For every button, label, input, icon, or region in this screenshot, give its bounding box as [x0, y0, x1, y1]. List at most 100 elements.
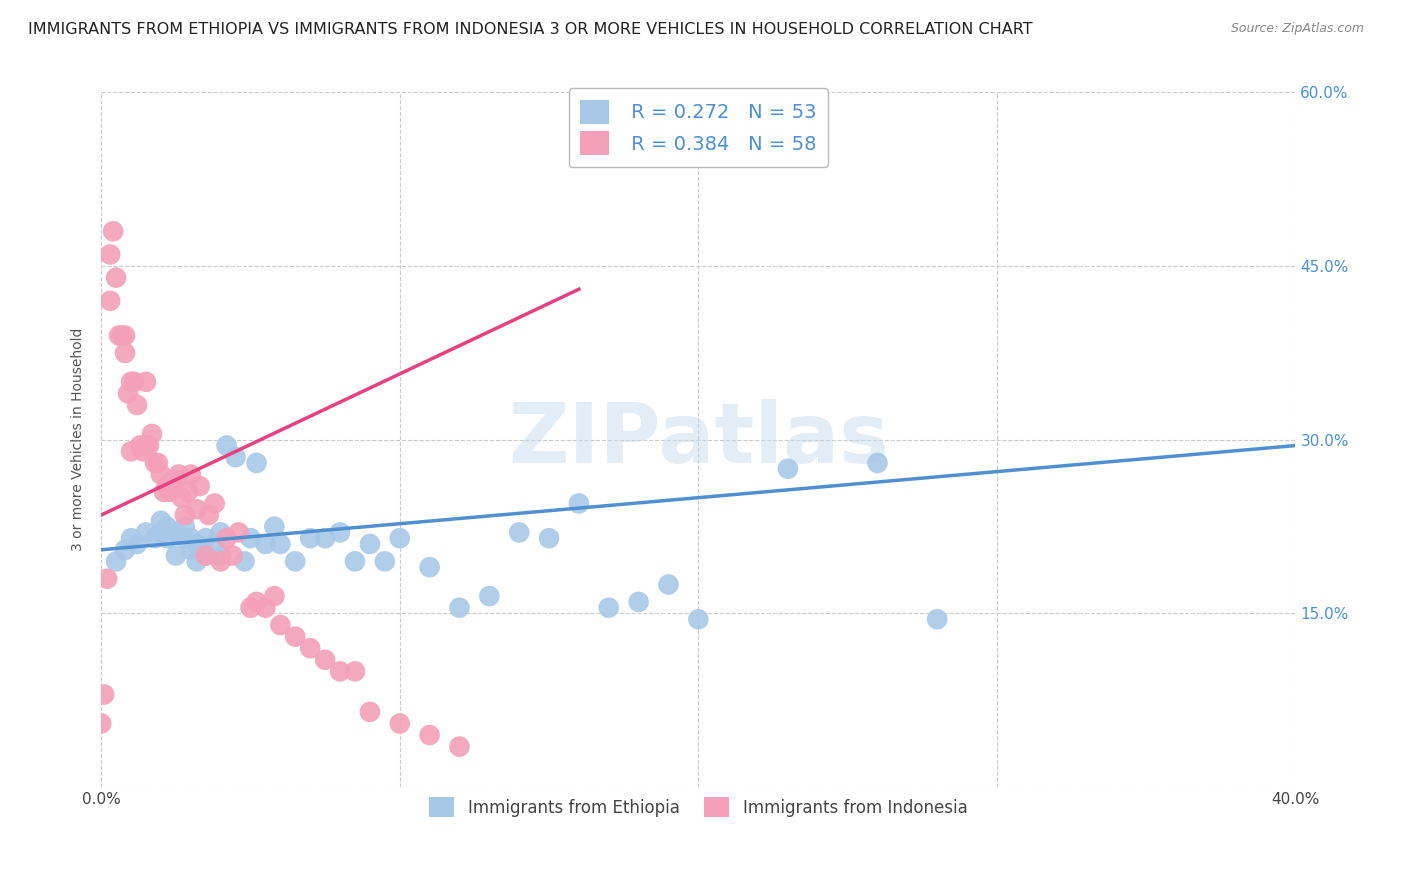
Text: IMMIGRANTS FROM ETHIOPIA VS IMMIGRANTS FROM INDONESIA 3 OR MORE VEHICLES IN HOUS: IMMIGRANTS FROM ETHIOPIA VS IMMIGRANTS F…	[28, 22, 1033, 37]
Point	[180, 531, 202, 545]
Point	[125, 398, 148, 412]
Point	[111, 328, 134, 343]
Point	[180, 542, 202, 557]
Point	[101, 224, 124, 238]
Point	[419, 728, 441, 742]
Point	[114, 328, 136, 343]
Point	[96, 572, 118, 586]
Point	[478, 589, 501, 603]
Point	[314, 531, 336, 545]
Point	[508, 525, 530, 540]
Point	[165, 549, 187, 563]
Point	[284, 630, 307, 644]
Point	[114, 346, 136, 360]
Point	[388, 531, 411, 545]
Point	[449, 600, 471, 615]
Point	[263, 589, 285, 603]
Point	[120, 531, 142, 545]
Point	[568, 496, 591, 510]
Text: Source: ZipAtlas.com: Source: ZipAtlas.com	[1230, 22, 1364, 36]
Point	[239, 600, 262, 615]
Point	[221, 549, 243, 563]
Point	[329, 665, 352, 679]
Point	[165, 473, 187, 487]
Point	[105, 270, 128, 285]
Point	[177, 484, 200, 499]
Point	[173, 508, 195, 522]
Point	[269, 537, 291, 551]
Point	[329, 525, 352, 540]
Point	[284, 554, 307, 568]
Point	[156, 519, 179, 533]
Point	[143, 531, 166, 545]
Point	[135, 525, 157, 540]
Point	[215, 531, 238, 545]
Point	[866, 456, 889, 470]
Point	[359, 705, 381, 719]
Point	[125, 537, 148, 551]
Point	[173, 531, 195, 545]
Legend: Immigrants from Ethiopia, Immigrants from Indonesia: Immigrants from Ethiopia, Immigrants fro…	[423, 790, 974, 824]
Point	[197, 508, 219, 522]
Point	[194, 531, 217, 545]
Point	[170, 491, 193, 505]
Point	[233, 554, 256, 568]
Point	[120, 375, 142, 389]
Point	[98, 247, 121, 261]
Point	[122, 375, 145, 389]
Point	[156, 479, 179, 493]
Point	[209, 525, 232, 540]
Point	[245, 595, 267, 609]
Point	[149, 467, 172, 482]
Point	[186, 502, 208, 516]
Point	[120, 444, 142, 458]
Point	[93, 688, 115, 702]
Point	[132, 444, 155, 458]
Point	[162, 473, 184, 487]
Point	[269, 618, 291, 632]
Point	[419, 560, 441, 574]
Point	[153, 484, 176, 499]
Point	[657, 577, 679, 591]
Point	[135, 439, 157, 453]
Point	[114, 542, 136, 557]
Point	[627, 595, 650, 609]
Point	[299, 531, 322, 545]
Point	[225, 450, 247, 464]
Point	[98, 293, 121, 308]
Point	[598, 600, 620, 615]
Point	[374, 554, 396, 568]
Point	[129, 439, 152, 453]
Point	[135, 375, 157, 389]
Point	[180, 467, 202, 482]
Point	[343, 554, 366, 568]
Point	[173, 519, 195, 533]
Point	[186, 554, 208, 568]
Point	[245, 456, 267, 470]
Point	[138, 439, 160, 453]
Point	[149, 525, 172, 540]
Point	[209, 554, 232, 568]
Point	[538, 531, 561, 545]
Point	[254, 537, 277, 551]
Point	[165, 525, 187, 540]
Point	[359, 537, 381, 551]
Point	[927, 612, 949, 626]
Point	[776, 461, 799, 475]
Point	[209, 549, 232, 563]
Point	[117, 386, 139, 401]
Point	[204, 537, 226, 551]
Point	[159, 484, 181, 499]
Text: ZIPatlas: ZIPatlas	[508, 400, 889, 480]
Point	[149, 514, 172, 528]
Point	[688, 612, 710, 626]
Point	[299, 641, 322, 656]
Point	[105, 554, 128, 568]
Point	[388, 716, 411, 731]
Point	[167, 467, 190, 482]
Point	[449, 739, 471, 754]
Point	[108, 328, 131, 343]
Point	[90, 716, 112, 731]
Point	[194, 549, 217, 563]
Point	[254, 600, 277, 615]
